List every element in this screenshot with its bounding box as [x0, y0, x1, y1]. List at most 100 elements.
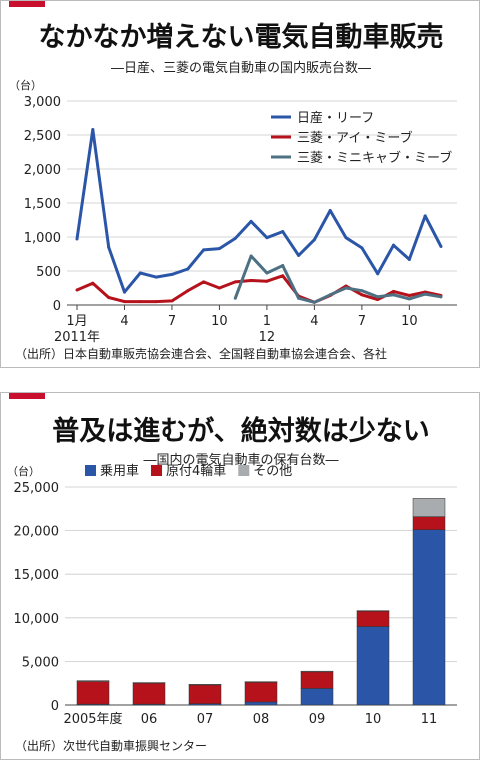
y-tick-label: 3,000: [24, 95, 61, 110]
data-point: [312, 238, 316, 242]
x-tick-label: 4: [120, 314, 128, 329]
legend-label: 原付4輪車: [166, 463, 226, 479]
data-point: [281, 274, 285, 278]
data-point: [281, 230, 285, 234]
bar-segment-2: [188, 684, 222, 704]
data-point: [91, 281, 95, 285]
data-point: [360, 246, 364, 250]
x-tick-label: 7: [168, 314, 176, 329]
data-point: [265, 236, 269, 240]
data-point: [170, 272, 174, 276]
x-tick-label: 1月: [66, 314, 87, 329]
bar-segment-1: [412, 529, 446, 706]
data-point: [297, 253, 301, 257]
bar-segment-1: [300, 688, 334, 706]
legend-label: 乗用車: [100, 464, 139, 479]
data-point: [360, 289, 364, 293]
data-point: [107, 296, 111, 300]
x-tick-sublabel: 12: [259, 330, 276, 345]
bar-segment-3: [412, 498, 446, 517]
y-tick-label: 25,000: [14, 481, 60, 496]
bar-segment-1: [356, 626, 390, 706]
legend-swatch: [238, 465, 250, 476]
x-tick-label: 07: [197, 712, 214, 727]
bar-segment-3: [188, 683, 222, 686]
data-point: [170, 299, 174, 303]
x-tick-sublabel: 2011年: [54, 330, 100, 345]
data-point: [328, 293, 332, 297]
data-point: [186, 267, 190, 271]
data-point: [122, 290, 126, 294]
series-line-3: [233, 254, 442, 304]
data-point: [281, 264, 285, 268]
data-point: [202, 280, 206, 284]
data-point: [186, 289, 190, 293]
x-tick-label: 2005年度: [63, 711, 122, 727]
chart2-subtitle: ―国内の電気自動車の保有台数―: [143, 453, 339, 468]
data-point: [439, 295, 443, 299]
bar-segment-3: [244, 681, 278, 683]
bar-segment-1: [244, 701, 278, 706]
bar-segment-3: [300, 670, 334, 673]
data-point: [423, 292, 427, 296]
y-tick-label: 0: [51, 699, 59, 714]
data-point: [376, 295, 380, 299]
data-point: [392, 289, 396, 293]
data-point: [376, 272, 380, 276]
data-point: [392, 293, 396, 297]
data-point: [439, 245, 443, 249]
x-tick-label: 4: [310, 314, 318, 329]
data-point: [312, 300, 316, 304]
data-point: [423, 214, 427, 218]
data-point: [407, 293, 411, 297]
legend-label: 日産・リーフ: [297, 110, 374, 126]
data-point: [407, 257, 411, 261]
data-point: [154, 300, 158, 304]
y-tick-label: 500: [36, 265, 61, 280]
x-tick-label: 10: [365, 712, 382, 727]
y-tick-label: 20,000: [14, 525, 60, 540]
x-tick-label: 1: [263, 314, 271, 329]
bar-segment-3: [76, 680, 110, 682]
data-point: [249, 254, 253, 258]
legend-label: その他: [253, 464, 292, 479]
chart1-subtitle: ―日産、三菱の電気自動車の国内販売台数―: [110, 61, 371, 76]
data-point: [249, 219, 253, 223]
y-tick-label: 0: [53, 299, 61, 314]
data-point: [202, 248, 206, 252]
series-line-2: [76, 274, 442, 304]
data-point: [376, 298, 380, 302]
accent-bar: [9, 1, 45, 7]
data-point: [75, 237, 79, 241]
data-point: [360, 293, 364, 297]
x-tick-label: 10: [401, 314, 418, 329]
chart1-title: なかなか増えない電気自動車販売: [38, 22, 444, 53]
accent-bar: [9, 393, 45, 399]
legend-label: 三菱・ミニキャブ・ミーブ: [297, 150, 452, 166]
data-point: [122, 300, 126, 304]
data-point: [344, 286, 348, 290]
chart2-title: 普及は進むが、絶対数は少ない: [52, 416, 430, 447]
legend-label: 三菱・アイ・ミーブ: [297, 130, 413, 146]
data-point: [217, 247, 221, 251]
line-chart-panel: なかなか増えない電気自動車販売 ―日産、三菱の電気自動車の国内販売台数― （台）…: [0, 0, 480, 368]
data-point: [91, 128, 95, 132]
x-tick-label: 10: [211, 314, 228, 329]
y-axis-unit: （台）: [9, 78, 42, 92]
data-point: [138, 300, 142, 304]
y-tick-label: 1,000: [24, 231, 61, 246]
y-tick-label: 1,500: [24, 197, 61, 212]
bar-segment-2: [132, 682, 166, 705]
data-point: [297, 296, 301, 300]
bar-segment-2: [300, 671, 334, 689]
y-tick-label: 10,000: [14, 612, 60, 627]
bar-segment-3: [356, 610, 390, 612]
bar-segment-2: [412, 516, 446, 530]
data-point: [217, 286, 221, 290]
stacked-bar-chart: （台） 0 5,000 10,000 15,000 20,000 25,000 2005年度 0…: [7, 463, 457, 727]
x-tick-label: 11: [421, 712, 438, 727]
x-tick-label: 08: [253, 712, 270, 727]
data-point: [233, 236, 237, 240]
legend-swatch: [85, 465, 96, 476]
